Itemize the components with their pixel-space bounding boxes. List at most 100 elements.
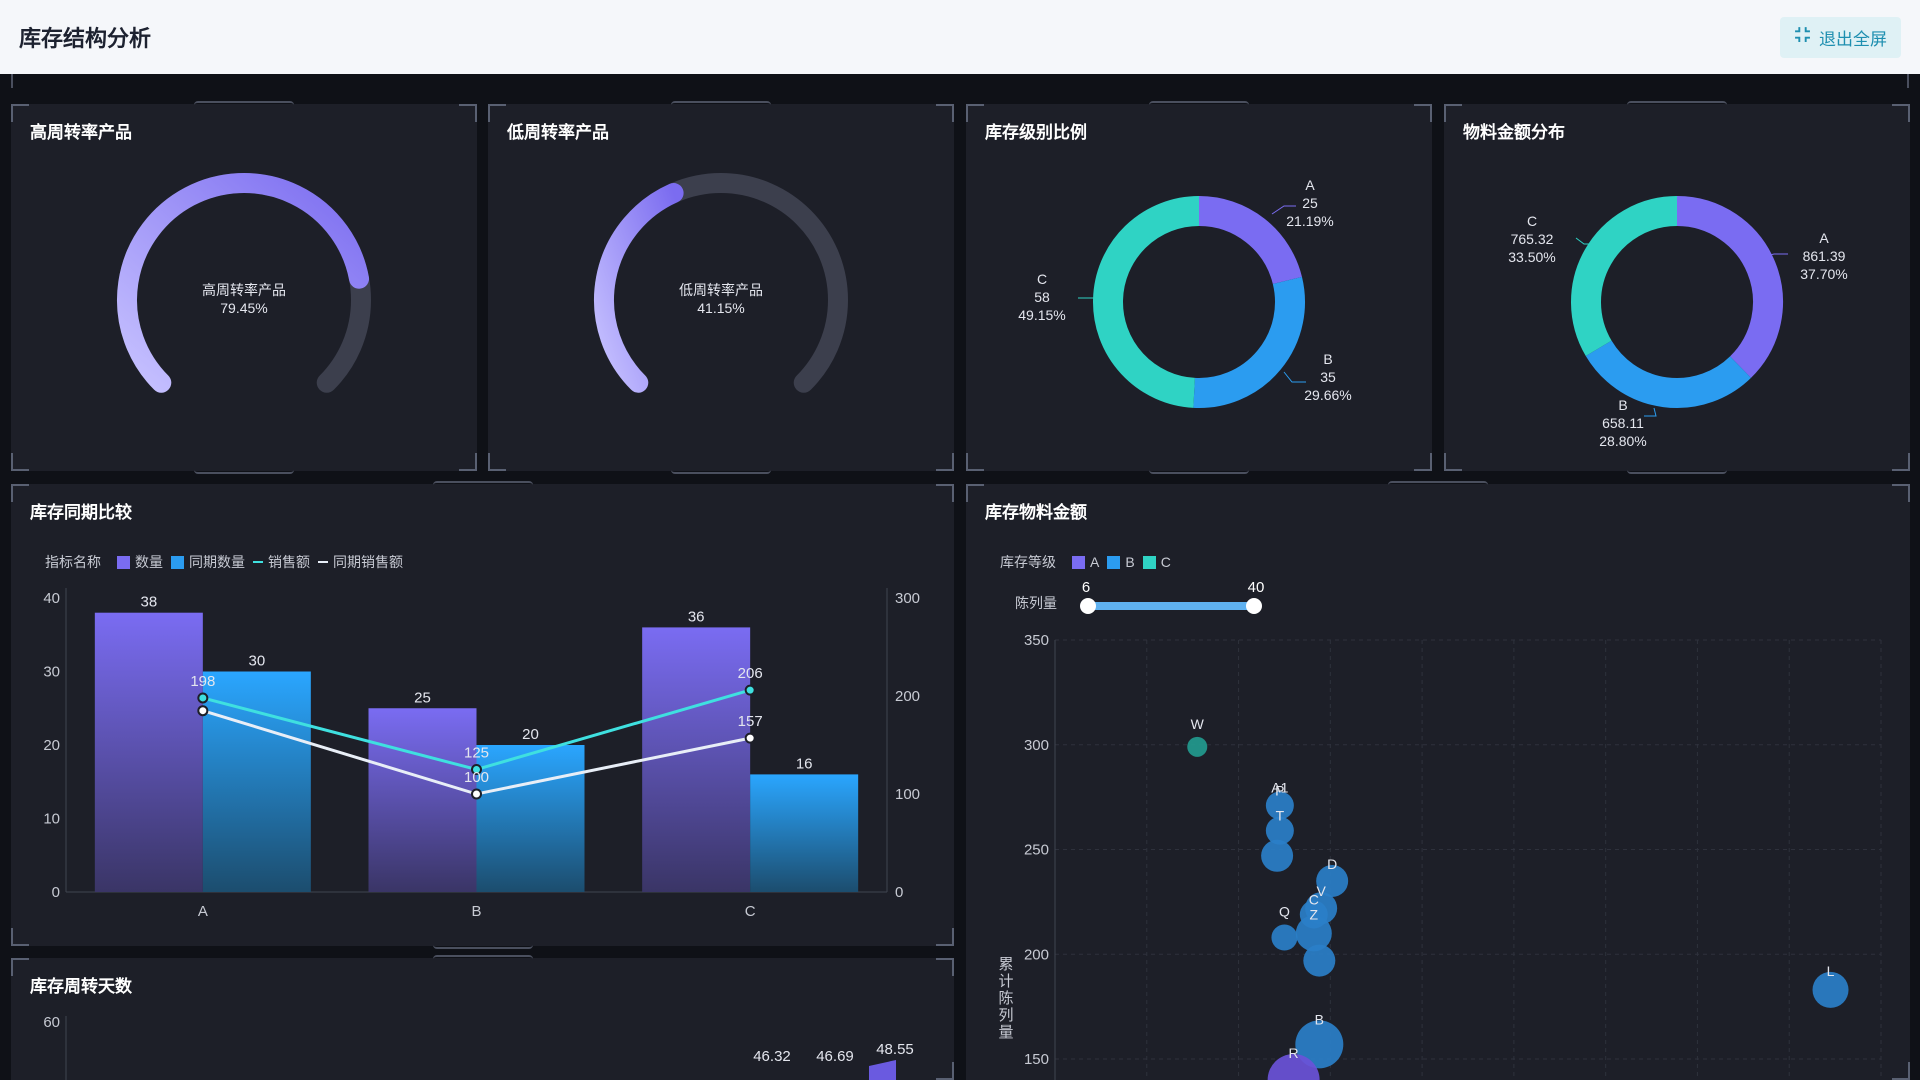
y-tick-label: 200 — [1024, 946, 1049, 963]
donut-panel-amount: 物料金额分布 A 861.39 37.70% B 658.11 28.80% C 765.32… — [1444, 101, 1910, 474]
slice-label-name: B — [1323, 351, 1332, 367]
slice-label-value: 861.39 — [1803, 248, 1846, 264]
scatter-point[interactable] — [1271, 924, 1298, 951]
y-axis-label-char: 计 — [998, 973, 1013, 990]
donut-slice-c[interactable] — [1093, 196, 1200, 408]
x-tick-label: A — [198, 903, 208, 920]
scatter-point[interactable] — [1261, 839, 1294, 872]
data-label: 48.55 — [876, 1041, 914, 1058]
gauge-chart: 低周转率产品 41.15% — [594, 173, 848, 393]
donut-chart: A 861.39 37.70% B 658.11 28.80% C 765.32 33.50% — [1508, 196, 1848, 449]
y-axis-label-char: 量 — [998, 1024, 1013, 1041]
y-tick-label: 350 — [1024, 632, 1049, 649]
legend-title: 指标名称 — [45, 554, 101, 570]
bar-value-label: 36 — [688, 608, 705, 625]
turnover-panel: 库存周转天数 60 46.32 46.69 48.55 — [11, 955, 954, 1080]
compare-chart: 0 10 20 30 40 0 100 200 300 A B C 38 25 36 30 20 16 198 125… — [43, 588, 920, 920]
point-label: L — [1827, 963, 1835, 979]
panel-title: 库存同期比较 — [30, 503, 132, 522]
donut-slice-b[interactable] — [1585, 340, 1751, 408]
top-bar: 库存结构分析 退出全屏 — [0, 0, 1920, 74]
bar-qty[interactable] — [368, 708, 477, 892]
page-title: 库存结构分析 — [19, 26, 152, 51]
donut-slice-a[interactable] — [1676, 196, 1783, 378]
x-tick-label: B — [471, 903, 481, 920]
legend-item-prev-qty[interactable]: 同期数量 — [171, 552, 245, 572]
donut-chart: A 25 21.19% B 35 29.66% C 58 49.15% — [1018, 177, 1352, 408]
donut-slice-b[interactable] — [1193, 276, 1305, 408]
scatter-point[interactable] — [1316, 864, 1349, 897]
y-tick-label-left: 10 — [43, 811, 60, 828]
frame-decoration — [11, 74, 1909, 88]
y-tick-label-left: 40 — [43, 590, 60, 607]
bar-value-label: 20 — [522, 726, 539, 743]
scatter-point[interactable] — [1295, 1020, 1344, 1069]
y-tick-label: 250 — [1024, 842, 1049, 859]
slider-handle-max[interactable] — [1246, 598, 1262, 614]
slider-handle-min[interactable] — [1080, 598, 1096, 614]
y-tick-label: 300 — [1024, 737, 1049, 754]
panel-title: 库存周转天数 — [30, 977, 132, 996]
bar-prev-qty[interactable] — [750, 774, 859, 892]
legend-item-c[interactable]: C — [1142, 554, 1171, 570]
scatter-point[interactable] — [1295, 915, 1332, 952]
bar-prev-qty[interactable] — [202, 671, 311, 893]
exit-fullscreen-button[interactable]: 退出全屏 — [1780, 16, 1901, 58]
y-tick-label-left: 30 — [43, 664, 60, 681]
gauge-center-label: 高周转率产品 — [202, 282, 286, 298]
legend-item-b[interactable]: B — [1107, 554, 1135, 570]
donut-slice-c[interactable] — [1571, 196, 1678, 356]
donut-slice-a[interactable] — [1198, 196, 1302, 285]
bar-value-label: 25 — [414, 689, 431, 706]
scatter-point[interactable] — [1187, 736, 1208, 757]
slice-label-name: A — [1305, 177, 1315, 193]
legend-item-qty[interactable]: 数量 — [117, 552, 163, 572]
point-label: C — [1309, 891, 1319, 907]
turnover-chart: 60 46.32 46.69 48.55 — [43, 1014, 914, 1080]
bar-prev-qty[interactable] — [476, 745, 585, 892]
line-value-label: 125 — [464, 745, 489, 762]
line-point[interactable] — [744, 684, 756, 696]
y-tick-label-right: 200 — [895, 688, 920, 705]
point-label: R — [1289, 1045, 1299, 1061]
donut-panel-level: 库存级别比例 A 25 21.19% B 35 29.66% C 58 49.15% — [966, 101, 1432, 474]
y-tick-label-left: 0 — [52, 884, 60, 901]
point-label: P — [1275, 783, 1284, 799]
point-label: Q — [1279, 904, 1290, 920]
line-point[interactable] — [744, 732, 756, 744]
y-tick-label-right: 0 — [895, 884, 903, 901]
slice-label-value: 35 — [1320, 369, 1336, 385]
scatter-point[interactable] — [1812, 971, 1849, 1008]
bar-value-label: 38 — [140, 594, 157, 611]
range-slider[interactable]: 6 40 — [1076, 574, 1276, 624]
compare-panel: 库存同期比较 指标名称 数量 同期数量 销售额 同期销售额 0 10 20 30 40 0… — [11, 481, 954, 949]
x-tick-label: C — [745, 903, 756, 920]
gauge-panel-low: 低周转率产品 低周转率产品 41.15% — [488, 101, 954, 474]
scatter-point[interactable] — [1265, 816, 1294, 845]
panel-title: 低周转率产品 — [507, 123, 609, 142]
line-value-label: 198 — [190, 673, 215, 690]
line-point[interactable] — [471, 764, 482, 775]
bar-qty[interactable] — [94, 612, 203, 892]
y-axis-label-char: 陈 — [998, 989, 1013, 1007]
gauge-chart: 高周转率产品 79.45% — [117, 173, 371, 393]
legend-item-prev-sales[interactable]: 同期销售额 — [318, 552, 403, 572]
bar-qty[interactable] — [642, 627, 751, 892]
scatter-point[interactable] — [1303, 944, 1336, 977]
point-label: D — [1327, 856, 1337, 872]
slice-label-name: C — [1527, 213, 1537, 229]
line-point[interactable] — [471, 788, 482, 800]
slider-max-value: 40 — [1248, 579, 1265, 596]
scatter-point[interactable] — [1267, 1054, 1320, 1080]
legend-item-a[interactable]: A — [1072, 554, 1099, 570]
legend-item-sales[interactable]: 销售额 — [253, 552, 310, 572]
y-tick-label-right: 100 — [895, 786, 920, 803]
scatter-point[interactable] — [1265, 791, 1294, 820]
slice-label-name: A — [1819, 230, 1829, 246]
panel-title: 库存级别比例 — [985, 123, 1087, 142]
slice-label-pct: 21.19% — [1286, 213, 1333, 229]
line-point[interactable] — [197, 692, 209, 704]
bar-value-label: 16 — [796, 755, 813, 772]
line-point[interactable] — [197, 705, 209, 717]
gauge-value-arc — [117, 173, 370, 393]
